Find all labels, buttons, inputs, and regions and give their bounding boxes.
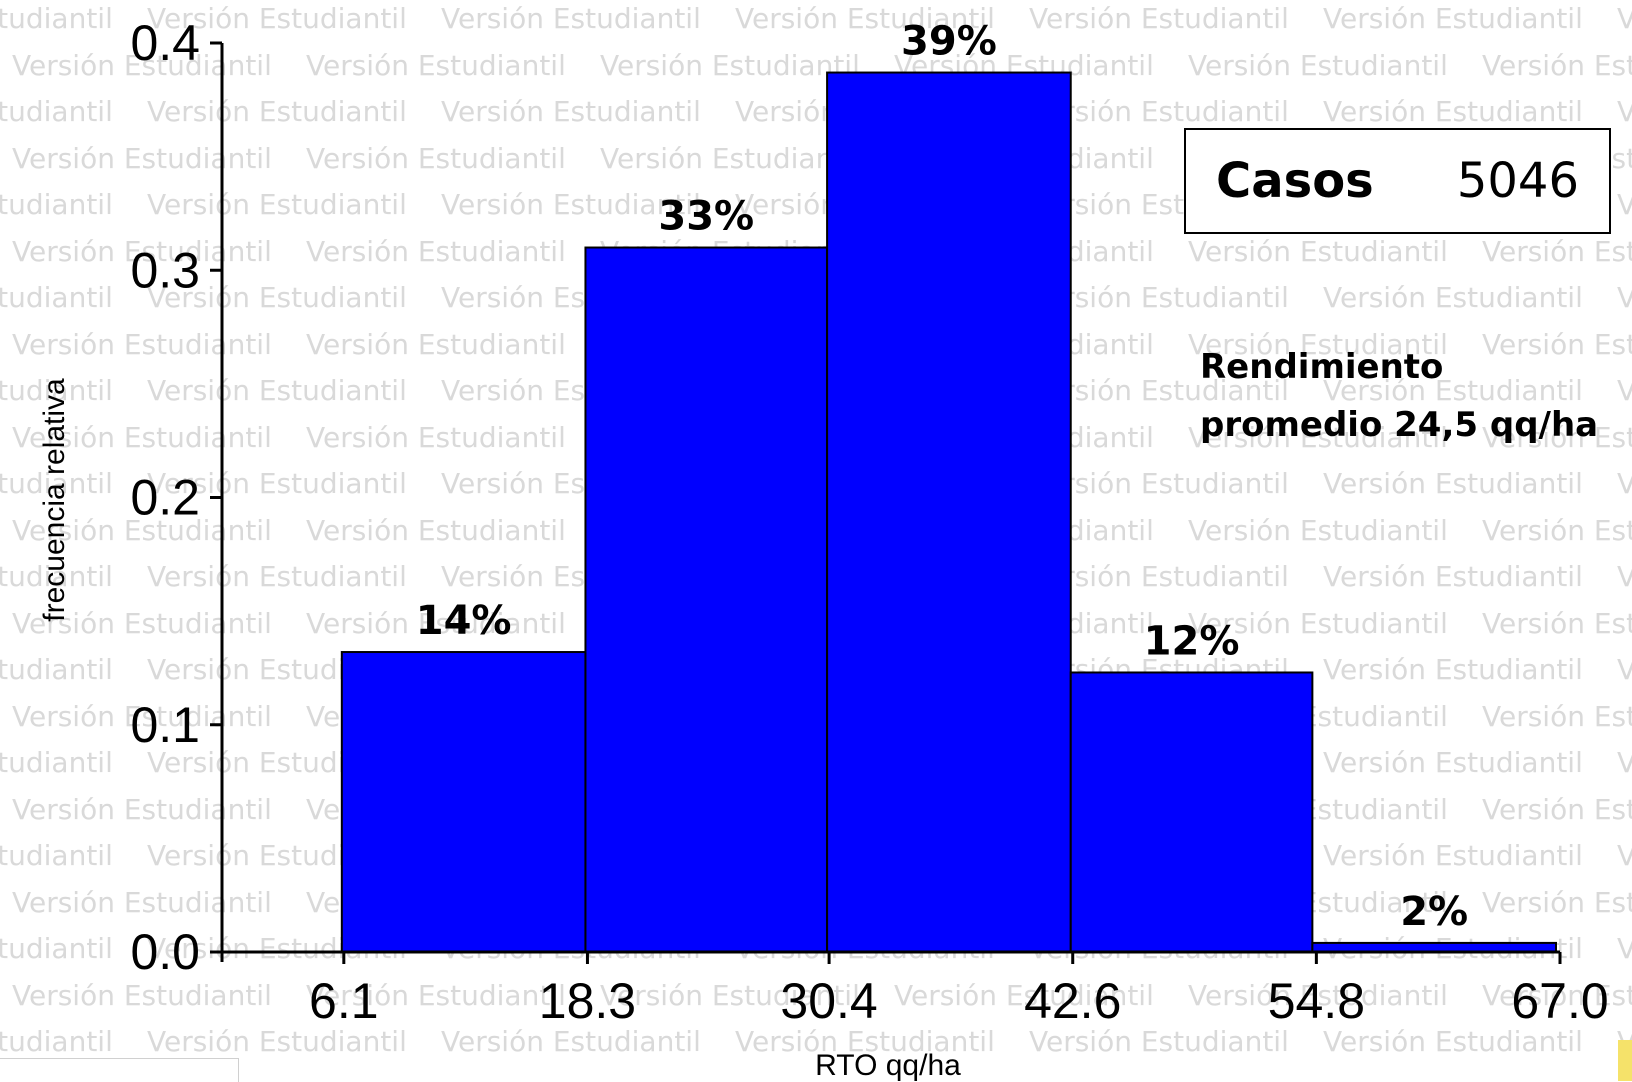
- bar-labels-group: 14% 33% 39% 12% 2%: [416, 19, 1468, 935]
- bar: [1069, 671, 1314, 953]
- rendimiento-line-1: Rendimiento: [1200, 347, 1444, 387]
- x-tick-label: 54.8: [1268, 973, 1365, 1029]
- y-tick-label: 0.0: [130, 924, 200, 980]
- bar: [826, 71, 1072, 954]
- axes-group: 0.0 0.1 0.2 0.3 0.4 6.1 18.3 30.4 42.6 54.8 67.0: [130, 15, 1608, 1029]
- cases-box: Casos 5046: [1184, 128, 1611, 234]
- x-axis-title: RTO qq/ha: [815, 1049, 961, 1081]
- y-tick-label: 0.4: [130, 15, 200, 71]
- y-axis-title: frecuencia relativa: [38, 378, 71, 622]
- y-tick-label: 0.3: [130, 242, 200, 298]
- x-tick-label: 18.3: [539, 973, 636, 1029]
- y-tick-label: 0.2: [130, 470, 200, 526]
- x-tick-label: 42.6: [1024, 973, 1121, 1029]
- bars-group: [340, 71, 1558, 954]
- x-tick-label: 67.0: [1511, 973, 1608, 1029]
- corner-frame: [0, 1058, 239, 1082]
- cases-value: 5046: [1456, 153, 1579, 209]
- bar-data-label: 2%: [1400, 889, 1468, 935]
- bar: [340, 651, 587, 954]
- rendimiento-line-2: promedio 24,5 qq/ha: [1200, 405, 1599, 445]
- bar: [584, 246, 829, 953]
- bar-data-label: 33%: [658, 194, 754, 240]
- bar-data-label: 39%: [901, 19, 997, 65]
- bar-data-label: 12%: [1144, 618, 1240, 664]
- x-tick-label: 6.1: [309, 973, 379, 1029]
- bar-data-label: 14%: [416, 598, 512, 644]
- y-tick-label: 0.1: [130, 697, 200, 753]
- cases-label: Casos: [1216, 153, 1374, 209]
- corner-mark: [1618, 1040, 1632, 1081]
- rendimiento-note: Rendimiento promedio 24,5 qq/ha: [1200, 338, 1630, 454]
- x-tick-label: 30.4: [780, 973, 877, 1029]
